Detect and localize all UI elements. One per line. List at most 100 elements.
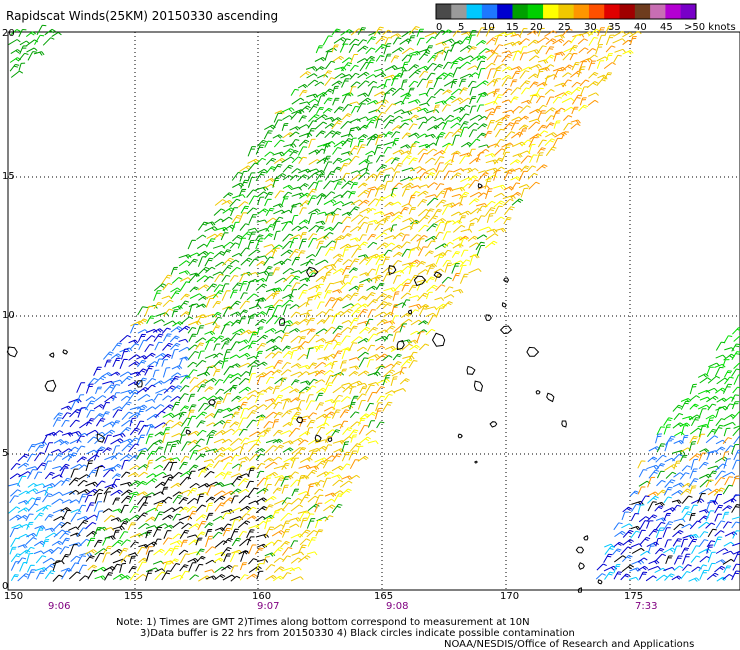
wind-barb: [460, 228, 473, 233]
wind-barb: [87, 569, 98, 580]
wind-barb: [144, 352, 156, 360]
wind-barb: [223, 553, 232, 563]
wind-barb: [392, 291, 400, 301]
wind-barb: [433, 209, 442, 216]
wind-barb: [630, 530, 640, 539]
wind-barb: [246, 293, 258, 301]
wind-barb: [195, 337, 207, 344]
wind-barb: [485, 26, 495, 37]
wind-barb: [459, 264, 467, 274]
wind-barb: [256, 342, 267, 352]
wind-barb: [247, 313, 259, 318]
wind-barb: [518, 115, 529, 122]
wind-barb: [401, 132, 411, 140]
wind-barb: [121, 411, 133, 421]
wind-barb: [171, 309, 179, 318]
wind-barb: [255, 505, 268, 514]
wind-barb: [256, 361, 268, 368]
wind-barb: [273, 557, 284, 563]
wind-barb: [51, 491, 63, 497]
wind-barb: [410, 330, 421, 336]
wind-barb: [638, 480, 651, 487]
wind-barb: [484, 178, 492, 190]
wind-barb: [417, 238, 425, 248]
wind-barb: [110, 371, 121, 377]
wind-barb: [229, 438, 243, 446]
wind-barb: [339, 420, 348, 429]
wind-barb: [290, 345, 304, 351]
wind-barb: [357, 400, 366, 410]
wind-barb: [290, 437, 304, 444]
wind-barb: [290, 349, 298, 360]
wind-barb: [535, 95, 545, 104]
wind-barb: [274, 444, 284, 452]
wind-barb: [357, 295, 368, 302]
wind-barb: [425, 167, 437, 173]
wind-barb: [290, 88, 299, 96]
wind-barb: [322, 272, 332, 283]
wind-barb: [77, 479, 88, 487]
wind-barb: [510, 120, 521, 131]
wind-barb: [289, 149, 299, 157]
lon-label-150: 150: [4, 591, 23, 602]
wind-barb: [79, 575, 89, 582]
wind-barb: [206, 429, 217, 438]
wind-barb: [349, 365, 360, 370]
wind-barb: [638, 469, 648, 478]
wind-barb: [282, 174, 293, 181]
wind-barb: [596, 56, 609, 62]
wind-barb: [452, 220, 463, 225]
wind-barb: [416, 116, 428, 121]
wind-barb: [425, 276, 436, 284]
wind-barb: [561, 28, 573, 37]
wind-barb: [298, 318, 310, 325]
wind-barb: [426, 96, 436, 104]
wind-barb: [628, 576, 639, 581]
wind-barb: [77, 407, 86, 418]
wind-barb: [18, 533, 30, 539]
wind-barb: [698, 408, 707, 418]
wind-barb: [365, 429, 377, 436]
wind-barb: [315, 275, 327, 282]
wind-barb: [688, 533, 699, 539]
wind-barb: [255, 144, 265, 155]
wind-barb: [682, 553, 691, 565]
wind-barb: [393, 162, 403, 173]
wind-barb: [537, 110, 546, 120]
wind-barb: [154, 511, 164, 522]
wind-barb: [366, 155, 373, 164]
wind-barb: [112, 529, 120, 538]
legend-label: 15: [506, 22, 519, 33]
wind-barb: [297, 250, 306, 259]
wind-barb: [297, 475, 306, 486]
wind-barb: [451, 193, 463, 198]
wind-barb: [476, 55, 487, 61]
wind-barb: [689, 383, 697, 395]
wind-barb: [324, 130, 336, 139]
wind-barb: [442, 120, 452, 131]
note-line-2: 3)Data buffer is 22 hrs from 20150330 4)…: [140, 628, 575, 639]
wind-barb: [349, 86, 357, 95]
wind-barb: [273, 230, 281, 241]
wind-barb: [426, 284, 438, 293]
wind-barb: [366, 285, 378, 291]
wind-barb: [272, 385, 281, 395]
wind-barb: [101, 372, 113, 377]
wind-barb: [374, 407, 383, 420]
wind-barb: [688, 453, 701, 461]
wind-barb: [154, 410, 166, 418]
wind-barb: [647, 501, 657, 512]
wind-barb: [78, 504, 86, 512]
wind-barb: [435, 136, 443, 146]
wind-barb: [492, 67, 502, 79]
wind-barb: [308, 334, 320, 344]
wind-barb: [357, 134, 368, 140]
lon-label-160: 160: [252, 591, 271, 602]
wind-barb: [103, 514, 115, 523]
wind-barb: [409, 344, 420, 351]
wind-barb: [467, 235, 478, 242]
wind-barb: [42, 504, 52, 512]
wind-barb: [341, 138, 353, 147]
wind-barb: [19, 40, 30, 46]
